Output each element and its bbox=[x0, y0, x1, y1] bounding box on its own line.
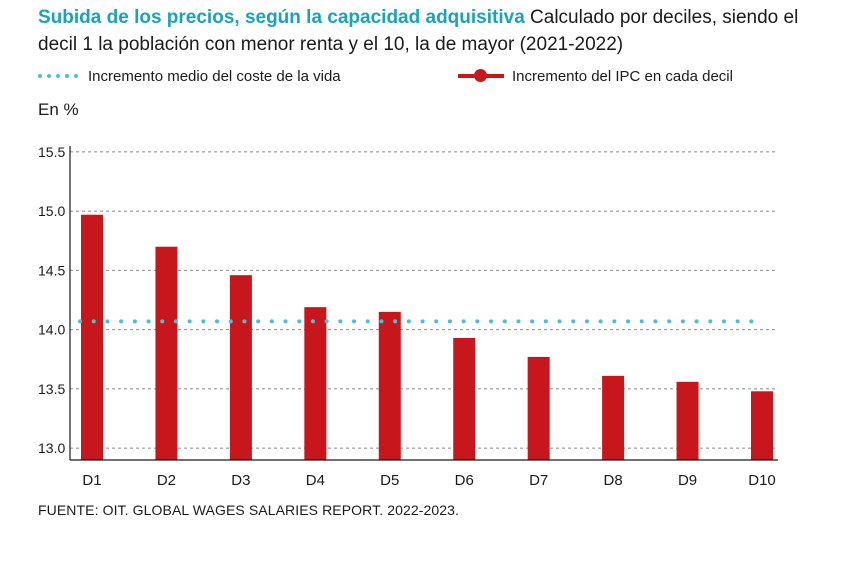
y-tick-label: 15.0 bbox=[38, 203, 65, 219]
x-tick-label: D3 bbox=[231, 472, 250, 489]
bar-d7 bbox=[527, 356, 550, 460]
y-tick-label: 14.5 bbox=[38, 262, 65, 278]
legend-label-ipc: Incremento del IPC en cada decil bbox=[512, 67, 733, 85]
chart-legend: Incremento medio del coste de la vida In… bbox=[38, 64, 818, 88]
x-tick-label: D10 bbox=[748, 472, 776, 489]
bar-d1 bbox=[81, 214, 103, 460]
chart-title: Subida de los precios, según la capacida… bbox=[38, 7, 525, 28]
legend-label-average: Incremento medio del coste de la vida bbox=[88, 67, 341, 85]
x-tick-label: D4 bbox=[306, 472, 325, 489]
legend-item-average: Incremento medio del coste de la vida bbox=[38, 64, 341, 88]
dotted-line-swatch bbox=[38, 74, 78, 78]
y-axis-unit-label: En % bbox=[38, 100, 79, 119]
chart-subtitle: Calculado por deciles, siendo el decil 1… bbox=[38, 7, 799, 55]
bar-d4 bbox=[304, 307, 327, 460]
bar-d8 bbox=[602, 375, 625, 460]
x-tick-label: D5 bbox=[380, 472, 399, 489]
line-marker-swatch bbox=[458, 69, 504, 82]
bar-d9 bbox=[676, 381, 699, 460]
x-tick-label: D6 bbox=[455, 472, 474, 489]
x-tick-label: D1 bbox=[82, 472, 101, 489]
bar-d3 bbox=[229, 275, 252, 460]
bar-d10 bbox=[751, 391, 773, 460]
y-tick-label: 14.0 bbox=[38, 322, 65, 338]
bar-d6 bbox=[453, 337, 476, 460]
bar-chart: 13.0 13.5 14.0 14.5 15.0 15.5 D1 D2 D3 D4 D5 D6 D7 D8… bbox=[38, 144, 778, 489]
y-tick-label: 13.0 bbox=[38, 440, 65, 456]
x-tick-label: D9 bbox=[678, 472, 697, 489]
y-tick-label: 13.5 bbox=[38, 381, 65, 397]
legend-item-ipc: Incremento del IPC en cada decil bbox=[458, 64, 733, 88]
x-tick-label: D8 bbox=[604, 472, 623, 489]
x-tick-label: D7 bbox=[529, 472, 548, 489]
source-note: FUENTE: OIT. GLOBAL WAGES SALARIES REPOR… bbox=[38, 502, 460, 518]
chart-heading: Subida de los precios, según la capacida… bbox=[38, 4, 828, 58]
x-tick-label: D2 bbox=[157, 472, 176, 489]
bar-d5 bbox=[378, 311, 401, 460]
bar-d2 bbox=[155, 246, 178, 460]
y-tick-label: 15.5 bbox=[38, 144, 65, 160]
